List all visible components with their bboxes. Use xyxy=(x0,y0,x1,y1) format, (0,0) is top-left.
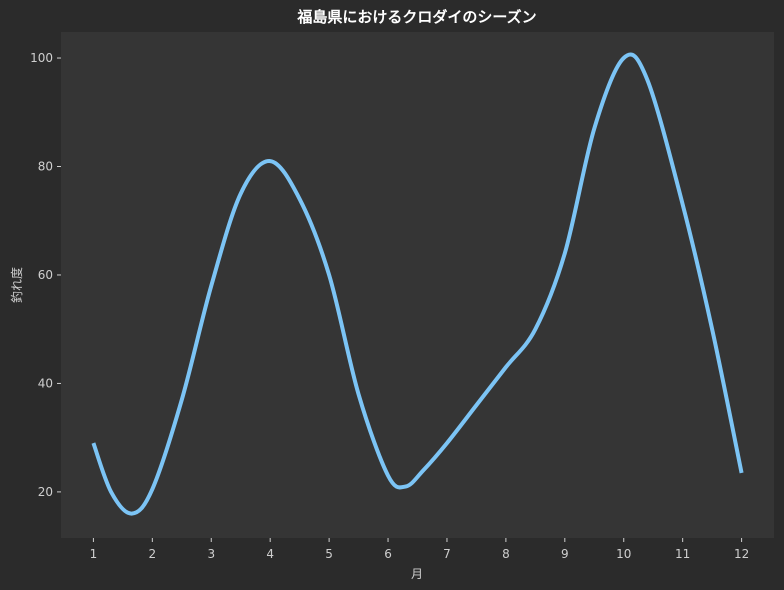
x-tick-label: 12 xyxy=(734,547,749,561)
x-tick-label: 3 xyxy=(207,547,215,561)
x-axis: 1 2 3 4 5 6 7 8 9 10 11 12 xyxy=(90,538,749,561)
y-tick-label: 20 xyxy=(38,485,53,499)
series-line xyxy=(91,52,744,516)
x-tick-label: 2 xyxy=(149,547,157,561)
y-tick-label: 40 xyxy=(38,376,53,390)
series-layer xyxy=(91,52,744,516)
x-tick-label: 4 xyxy=(266,547,274,561)
x-tick-label: 8 xyxy=(502,547,510,561)
y-tick-label: 80 xyxy=(38,159,53,173)
x-tick-label: 1 xyxy=(90,547,98,561)
x-tick-label: 7 xyxy=(443,547,451,561)
x-tick-label: 6 xyxy=(384,547,392,561)
y-axis-label: 釣れ度 xyxy=(9,267,24,303)
chart-title: 福島県におけるクロダイのシーズン xyxy=(296,8,536,26)
x-tick-label: 10 xyxy=(616,547,631,561)
x-tick-label: 5 xyxy=(325,547,333,561)
x-axis-label: 月 xyxy=(411,567,423,581)
y-axis: 20 40 60 80 100 xyxy=(30,51,61,499)
plot-area xyxy=(61,32,774,538)
y-tick-label: 100 xyxy=(30,51,53,65)
x-tick-label: 9 xyxy=(561,547,569,561)
y-tick-label: 60 xyxy=(38,268,53,282)
x-tick-label: 11 xyxy=(675,547,690,561)
